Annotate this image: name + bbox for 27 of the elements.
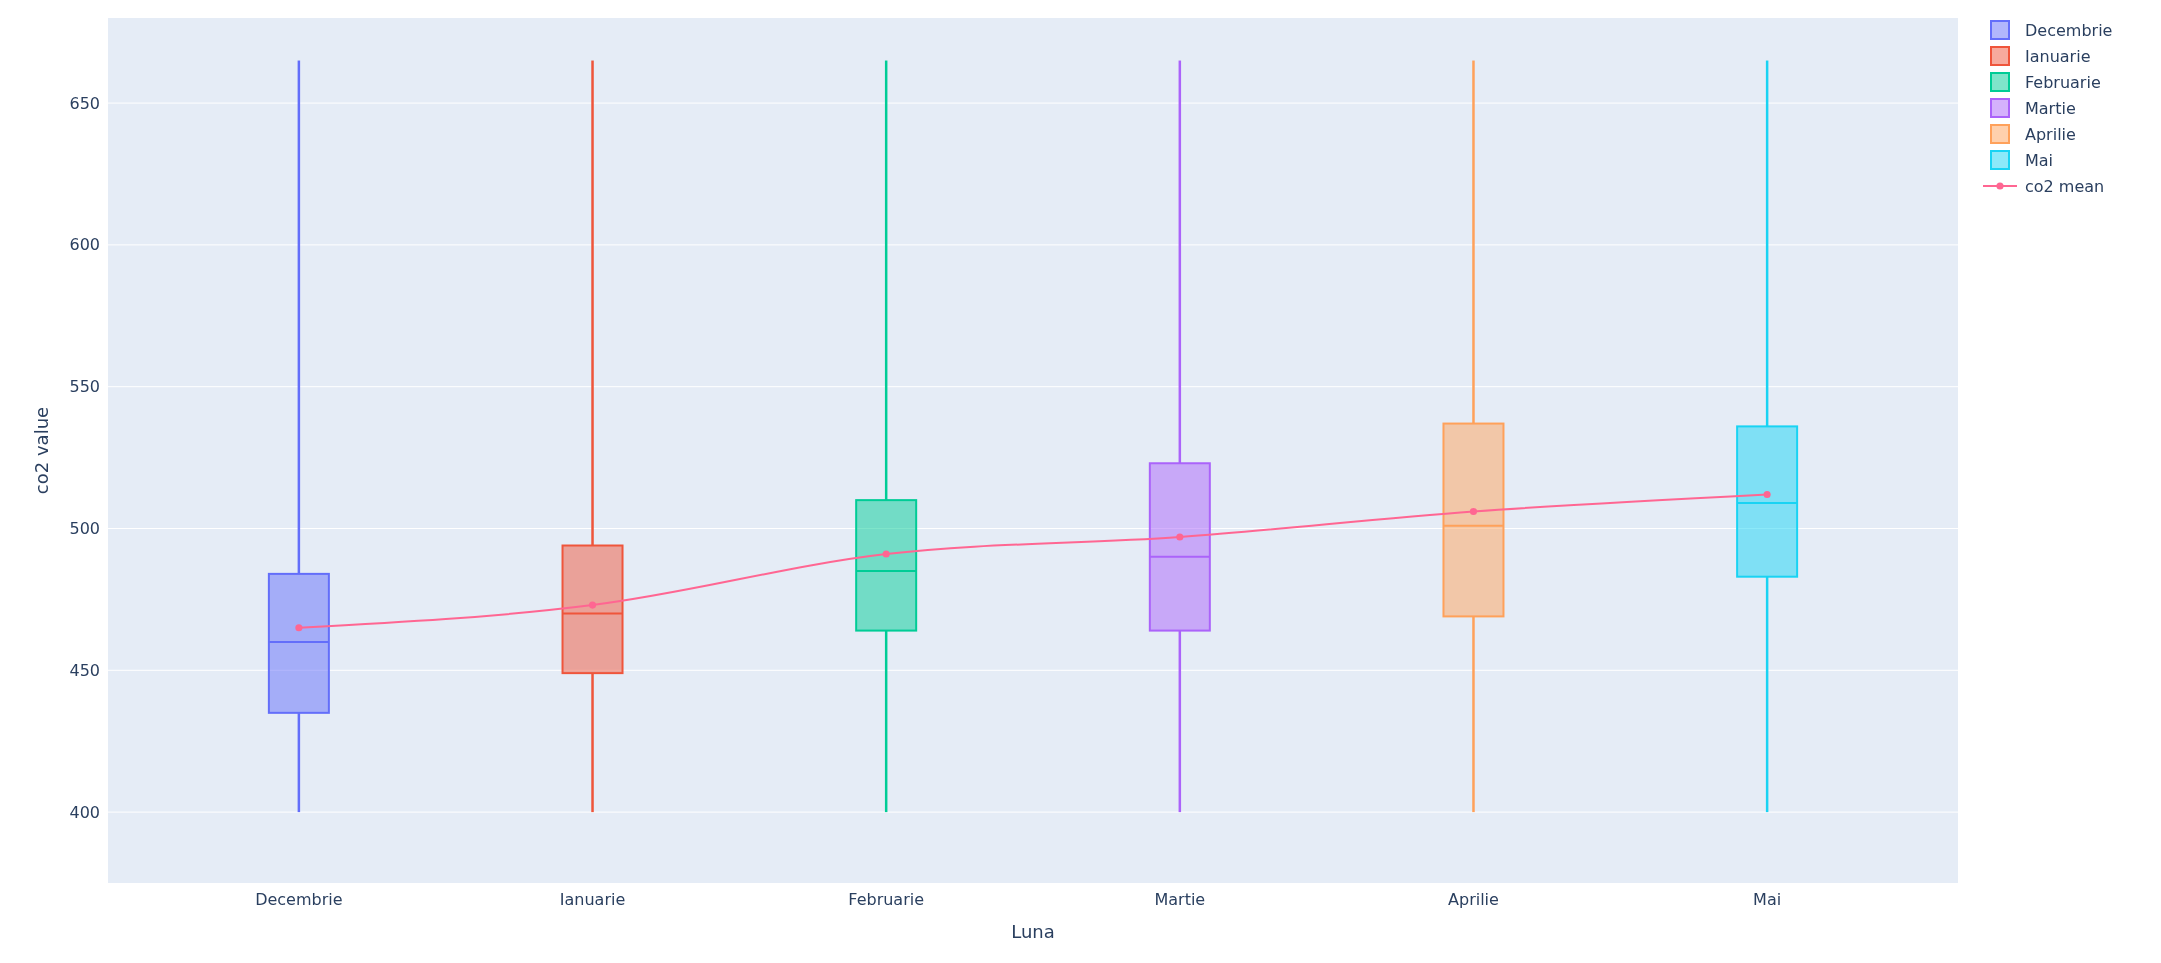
y-tick-label: 400	[69, 802, 100, 822]
x-axis-title: Luna	[1011, 921, 1055, 942]
legend-label: Martie	[2025, 98, 2076, 118]
x-tick-label: Aprilie	[1448, 890, 1499, 909]
y-tick-label: 650	[69, 93, 100, 113]
legend-label: Februarie	[2025, 72, 2101, 92]
point	[295, 624, 303, 632]
point	[1176, 533, 1184, 541]
x-tick-label: Ianuarie	[559, 890, 626, 909]
x-tick-label: Februarie	[848, 890, 925, 909]
legend-label: Decembrie	[2025, 20, 2113, 40]
legend-label: Ianuarie	[2025, 46, 2091, 66]
y-tick-label: 550	[69, 377, 100, 397]
point	[1469, 507, 1478, 516]
x-tick-label: Martie	[1154, 890, 1206, 909]
y-tick-label: 600	[69, 235, 100, 255]
legend-label: co2 mean	[2025, 176, 2105, 196]
y-axis-title: co2 value	[31, 406, 52, 495]
y-tick-label: 450	[69, 660, 100, 680]
point	[882, 550, 890, 558]
x-tick-label: Mai	[1753, 890, 1782, 909]
point	[1763, 490, 1771, 499]
point	[588, 601, 597, 609]
y-tick-label: 500	[69, 519, 100, 539]
x-tick-label: Decembrie	[255, 890, 343, 909]
legend-label: Aprilie	[2025, 124, 2076, 144]
legend-label: Mai	[2025, 150, 2054, 170]
